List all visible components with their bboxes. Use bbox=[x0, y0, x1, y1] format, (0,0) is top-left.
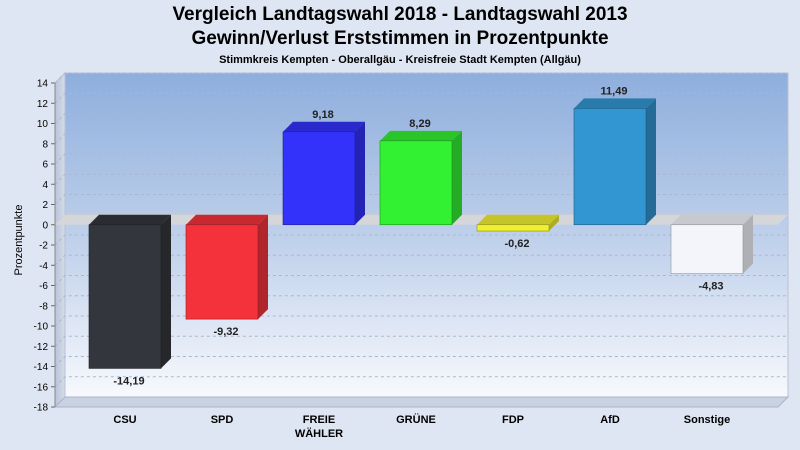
grid-line bbox=[54, 234, 788, 246]
bar bbox=[185, 214, 268, 320]
data-label: -9,32 bbox=[213, 326, 238, 338]
bar-side bbox=[258, 214, 268, 320]
bar-side bbox=[355, 121, 365, 225]
grid-line bbox=[54, 194, 788, 205]
bar-side bbox=[646, 98, 656, 225]
data-label: -14,19 bbox=[113, 375, 144, 387]
bar-front bbox=[282, 131, 356, 226]
bar bbox=[573, 98, 656, 226]
grid-line bbox=[54, 295, 788, 307]
category-label: Sonstige bbox=[684, 414, 730, 426]
grid-line bbox=[54, 335, 788, 347]
grid-line bbox=[54, 254, 788, 266]
y-tick-label: -6 bbox=[39, 281, 48, 292]
grid-line bbox=[54, 315, 788, 327]
bar bbox=[88, 214, 171, 369]
y-tick-label: 4 bbox=[42, 180, 48, 191]
y-tick-label: -4 bbox=[39, 261, 48, 272]
bar-top bbox=[186, 214, 268, 225]
bar-side bbox=[743, 214, 753, 274]
chart-subtitle: Stimmkreis Kempten - Oberallgäu - Kreisf… bbox=[219, 54, 581, 66]
grid-line bbox=[54, 92, 788, 104]
data-label: 9,18 bbox=[312, 109, 333, 121]
bar-top bbox=[380, 130, 462, 141]
bar-front bbox=[185, 224, 259, 320]
y-tick-label: -10 bbox=[34, 322, 49, 333]
y-tick-label: -16 bbox=[34, 382, 49, 393]
bars: -14,19 -9,32 9,18 8,29 -0,62 11,49 -4,83 bbox=[88, 85, 753, 387]
bar-front bbox=[573, 108, 647, 226]
bar bbox=[379, 130, 462, 226]
category-label: GRÜNE bbox=[396, 413, 436, 426]
y-tick-label: -14 bbox=[34, 362, 49, 373]
chart-title-line2: Gewinn/Verlust Erststimmen in Prozentpun… bbox=[191, 28, 609, 49]
grid-line bbox=[54, 133, 788, 145]
y-tick-label: -12 bbox=[34, 342, 49, 353]
data-label: -0,62 bbox=[504, 238, 529, 250]
y-tick-label: 8 bbox=[42, 139, 48, 150]
bar-top bbox=[477, 214, 559, 225]
category-label: AfD bbox=[600, 414, 620, 426]
y-axis-title: Prozentpunkte bbox=[13, 205, 25, 276]
bar-side bbox=[161, 214, 171, 369]
category-label: SPD bbox=[211, 414, 234, 426]
bar-front bbox=[476, 224, 550, 232]
category-label: FREIE bbox=[303, 414, 335, 426]
data-label: 11,49 bbox=[601, 85, 628, 97]
grid-line bbox=[54, 72, 788, 84]
y-tick-label: 10 bbox=[37, 119, 49, 130]
grid-line bbox=[54, 396, 788, 408]
grid-line bbox=[54, 173, 788, 185]
grid-line bbox=[54, 356, 788, 367]
bar-side bbox=[452, 130, 462, 225]
bar bbox=[282, 121, 365, 226]
category-label: FDP bbox=[502, 414, 524, 426]
y-tick-label: 6 bbox=[42, 160, 48, 171]
y-tick-label: -2 bbox=[39, 241, 48, 252]
category-label: WÄHLER bbox=[295, 427, 343, 440]
bar-front bbox=[670, 224, 744, 274]
grid-line bbox=[54, 153, 788, 165]
bar-top bbox=[574, 98, 656, 109]
bar bbox=[670, 214, 753, 274]
grid-line bbox=[54, 376, 788, 388]
y-tick-label: -18 bbox=[34, 403, 49, 414]
y-tick-label: 0 bbox=[42, 220, 48, 231]
grid-line bbox=[54, 275, 788, 286]
chart-title: Vergleich Landtagswahl 2018 - Landtagswa… bbox=[172, 4, 628, 25]
bar-front bbox=[88, 224, 162, 369]
y-tick-label: 14 bbox=[37, 79, 49, 90]
bar-top bbox=[89, 214, 171, 225]
category-label: CSU bbox=[113, 414, 136, 426]
bar-front bbox=[379, 140, 453, 226]
plot-floor bbox=[53, 396, 790, 408]
bar-side bbox=[549, 214, 559, 232]
data-label: 8,29 bbox=[409, 118, 430, 130]
bar-top bbox=[283, 121, 365, 132]
grid-line bbox=[54, 113, 788, 124]
bar-top bbox=[671, 214, 753, 225]
bar bbox=[476, 214, 559, 232]
data-label: -4,83 bbox=[698, 281, 723, 293]
y-axis-ticks: 14 12 10 8 6 4 2 0 -2 -4 -6 -8 -10 -12 -14 -16 -18 bbox=[34, 79, 56, 414]
y-tick-label: 2 bbox=[42, 200, 48, 211]
y-tick-label: 12 bbox=[37, 99, 49, 110]
y-tick-label: -8 bbox=[39, 301, 48, 312]
